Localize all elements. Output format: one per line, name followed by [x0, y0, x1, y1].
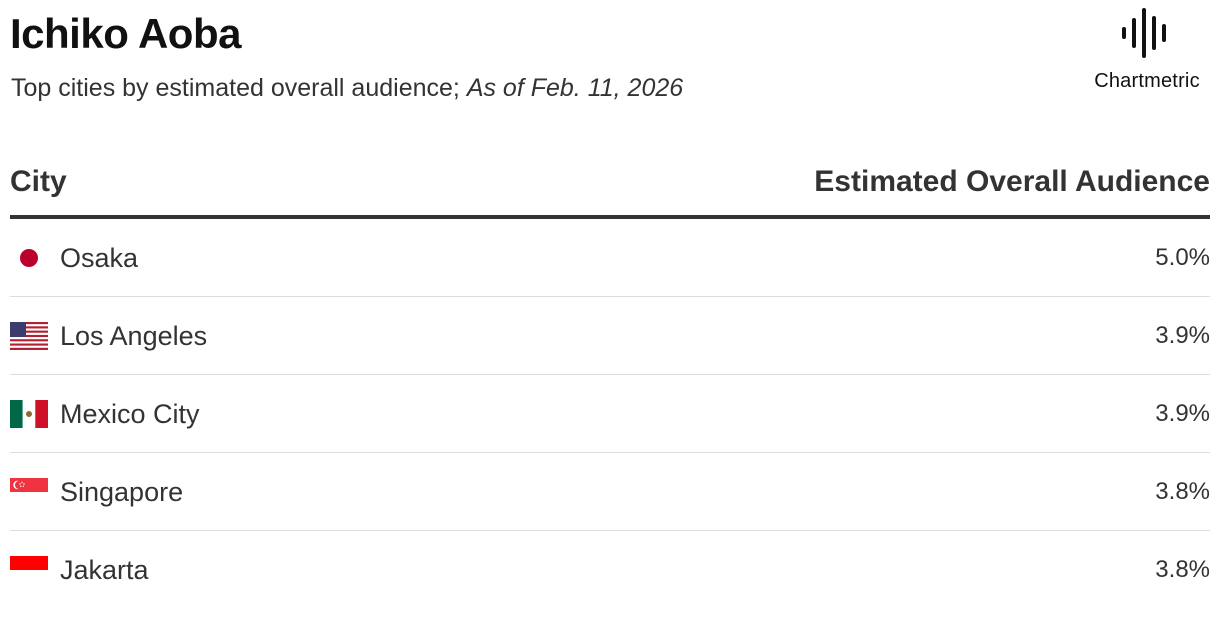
city-name: Osaka — [60, 243, 139, 273]
city-name: Los Angeles — [60, 321, 208, 351]
audience-value: 3.8% — [1155, 478, 1210, 505]
logo-text: Chartmetric — [1094, 70, 1200, 92]
table-row: Singapore 3.8% — [10, 453, 1210, 531]
as-of-date: As of Feb. 11, 2026 — [466, 74, 684, 102]
table-row: Jakarta 3.8% — [10, 531, 1210, 608]
audience-table: City Estimated Overall Audience Osaka 5.… — [10, 145, 1210, 608]
audience-value: 3.8% — [1155, 556, 1210, 583]
usa-flag-icon — [10, 322, 48, 350]
city-name: Singapore — [60, 477, 184, 507]
chartmetric-logo: Chartmetric — [1080, 8, 1214, 98]
table-row: Mexico City 3.9% — [10, 375, 1210, 453]
column-header-city: City — [10, 165, 67, 198]
singapore-flag-icon — [10, 478, 48, 506]
subtitle-text: Top cities by estimated overall audience… — [11, 74, 460, 102]
city-name: Jakarta — [60, 555, 149, 585]
audience-value: 3.9% — [1155, 400, 1210, 427]
mexico-flag-icon — [10, 400, 48, 428]
soundwave-icon — [1122, 8, 1166, 58]
chart-subtitle: Top cities by estimated overall audience… — [11, 74, 683, 103]
japan-flag-icon — [20, 249, 38, 267]
indonesia-flag-icon — [10, 556, 48, 584]
chart-title: Ichiko Aoba — [10, 10, 241, 57]
column-header-audience: Estimated Overall Audience — [814, 165, 1210, 198]
table-row: Los Angeles 3.9% — [10, 297, 1210, 375]
audience-value: 5.0% — [1155, 244, 1210, 271]
table-row: Osaka 5.0% — [10, 219, 1210, 297]
audience-value: 3.9% — [1155, 322, 1210, 349]
city-name: Mexico City — [60, 399, 200, 429]
table-header: City Estimated Overall Audience — [10, 145, 1210, 219]
